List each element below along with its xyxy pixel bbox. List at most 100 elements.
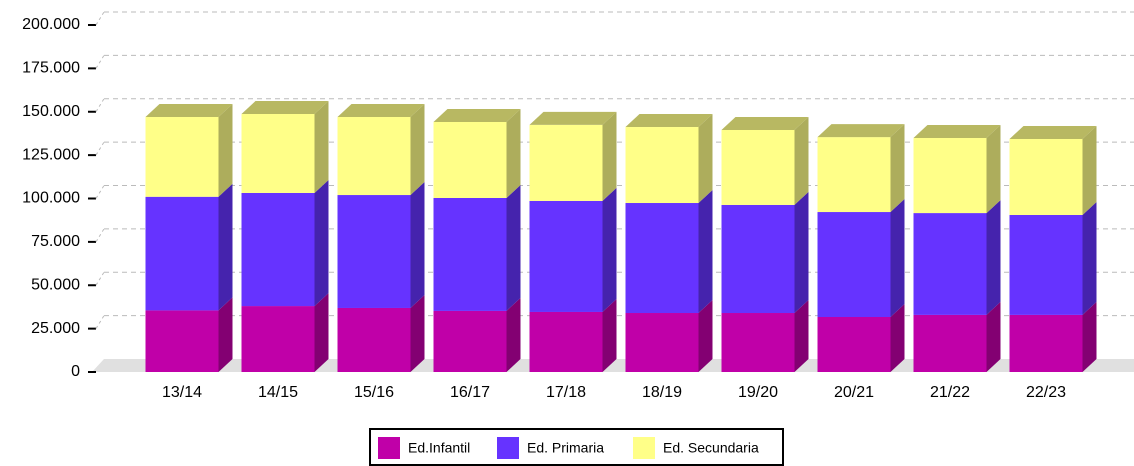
legend-box: [369, 428, 784, 466]
bar: [817, 317, 891, 372]
bar-side: [410, 182, 425, 308]
bar: [433, 121, 507, 198]
bar: [529, 311, 603, 372]
y-tick-label: 0: [71, 363, 80, 380]
x-tick-label: 16/17: [450, 384, 490, 401]
bar-side: [698, 190, 713, 314]
bar-side: [890, 199, 905, 318]
bar: [241, 192, 315, 307]
bar-top: [145, 103, 233, 117]
legend-label: Ed. Primaria: [527, 440, 604, 456]
bar: [145, 116, 219, 197]
bar: [145, 196, 219, 311]
bar: [337, 116, 411, 196]
bar: [625, 313, 699, 372]
grid-line: [95, 271, 105, 286]
bar-side: [794, 116, 809, 205]
bar-top: [913, 124, 1001, 138]
y-tick-label: 100.000: [22, 190, 80, 207]
bar-side: [314, 101, 329, 193]
bar-side: [1082, 125, 1097, 215]
legend: Ed.Infantil Ed. Primaria Ed. Secundaria: [369, 428, 784, 466]
legend-label: Ed. Secundaria: [663, 440, 759, 456]
bar: [337, 307, 411, 372]
y-tick-label: 150.000: [22, 103, 80, 120]
legend-swatch: [378, 437, 400, 459]
bar: [1009, 314, 1083, 372]
bar-side: [986, 301, 1001, 372]
bar-side: [1082, 201, 1097, 315]
bar-side: [602, 298, 617, 372]
x-tick-label: 14/15: [258, 384, 298, 401]
bar: [913, 213, 987, 315]
bar-top: [529, 111, 617, 125]
bar-side: [506, 108, 521, 198]
bar: [913, 137, 987, 214]
bar-side: [698, 300, 713, 372]
y-tick-label: 50.000: [31, 276, 80, 293]
bar: [241, 306, 315, 372]
x-tick-label: 15/16: [354, 384, 394, 401]
bar: [913, 314, 987, 372]
grid-line: [95, 228, 105, 243]
x-tick-label: 17/18: [546, 384, 586, 401]
legend-label: Ed.Infantil: [408, 440, 470, 456]
bar-side: [602, 187, 617, 312]
bar-side: [986, 124, 1001, 214]
bar-side: [890, 124, 905, 213]
bar: [1009, 214, 1083, 315]
legend-swatch: [633, 437, 655, 459]
bar: [529, 124, 603, 201]
bar-side: [410, 294, 425, 372]
bar-side: [698, 114, 713, 204]
bar-top: [433, 108, 521, 122]
grid-line: [95, 141, 105, 156]
bar-side: [218, 183, 233, 311]
bar: [337, 195, 411, 308]
grid-line: [95, 98, 105, 113]
y-tick-label: 125.000: [22, 146, 80, 163]
x-tick-label: 19/20: [738, 384, 778, 401]
x-tick-label: 18/19: [642, 384, 682, 401]
grid-line: [95, 55, 105, 69]
grid-line: [95, 11, 105, 26]
bar: [529, 200, 603, 312]
bar-side: [314, 293, 329, 372]
bar-side: [314, 179, 329, 307]
bar-side: [890, 304, 905, 372]
y-tick-label: 75.000: [31, 233, 80, 250]
bar-side: [506, 184, 521, 311]
legend-swatch: [497, 437, 519, 459]
bar: [721, 313, 795, 372]
bar: [1009, 138, 1083, 215]
bar-side: [410, 103, 425, 196]
bar-side: [602, 111, 617, 201]
bar: [721, 129, 795, 205]
bar: [433, 310, 507, 372]
bar-top: [1009, 125, 1097, 139]
y-tick-label: 25.000: [31, 320, 80, 337]
bar: [625, 203, 699, 314]
x-tick-label: 21/22: [930, 384, 970, 401]
x-tick-label: 13/14: [162, 384, 202, 401]
bar-top: [241, 101, 329, 115]
bar-side: [218, 103, 233, 197]
bar-top: [625, 114, 713, 128]
bar-side: [986, 200, 1001, 315]
x-tick-label: 22/23: [1026, 384, 1066, 401]
y-tick-label: 175.000: [22, 60, 80, 77]
bar-top: [721, 116, 809, 130]
bar-side: [506, 297, 521, 372]
x-tick-label: 20/21: [834, 384, 874, 401]
bar: [433, 197, 507, 311]
bar: [817, 212, 891, 318]
bar-side: [794, 300, 809, 372]
bar-side: [794, 191, 809, 314]
bar-side: [218, 297, 233, 372]
bar: [625, 127, 699, 204]
bar: [145, 310, 219, 372]
bar-top: [337, 103, 425, 117]
bar: [241, 114, 315, 193]
bar: [817, 137, 891, 213]
